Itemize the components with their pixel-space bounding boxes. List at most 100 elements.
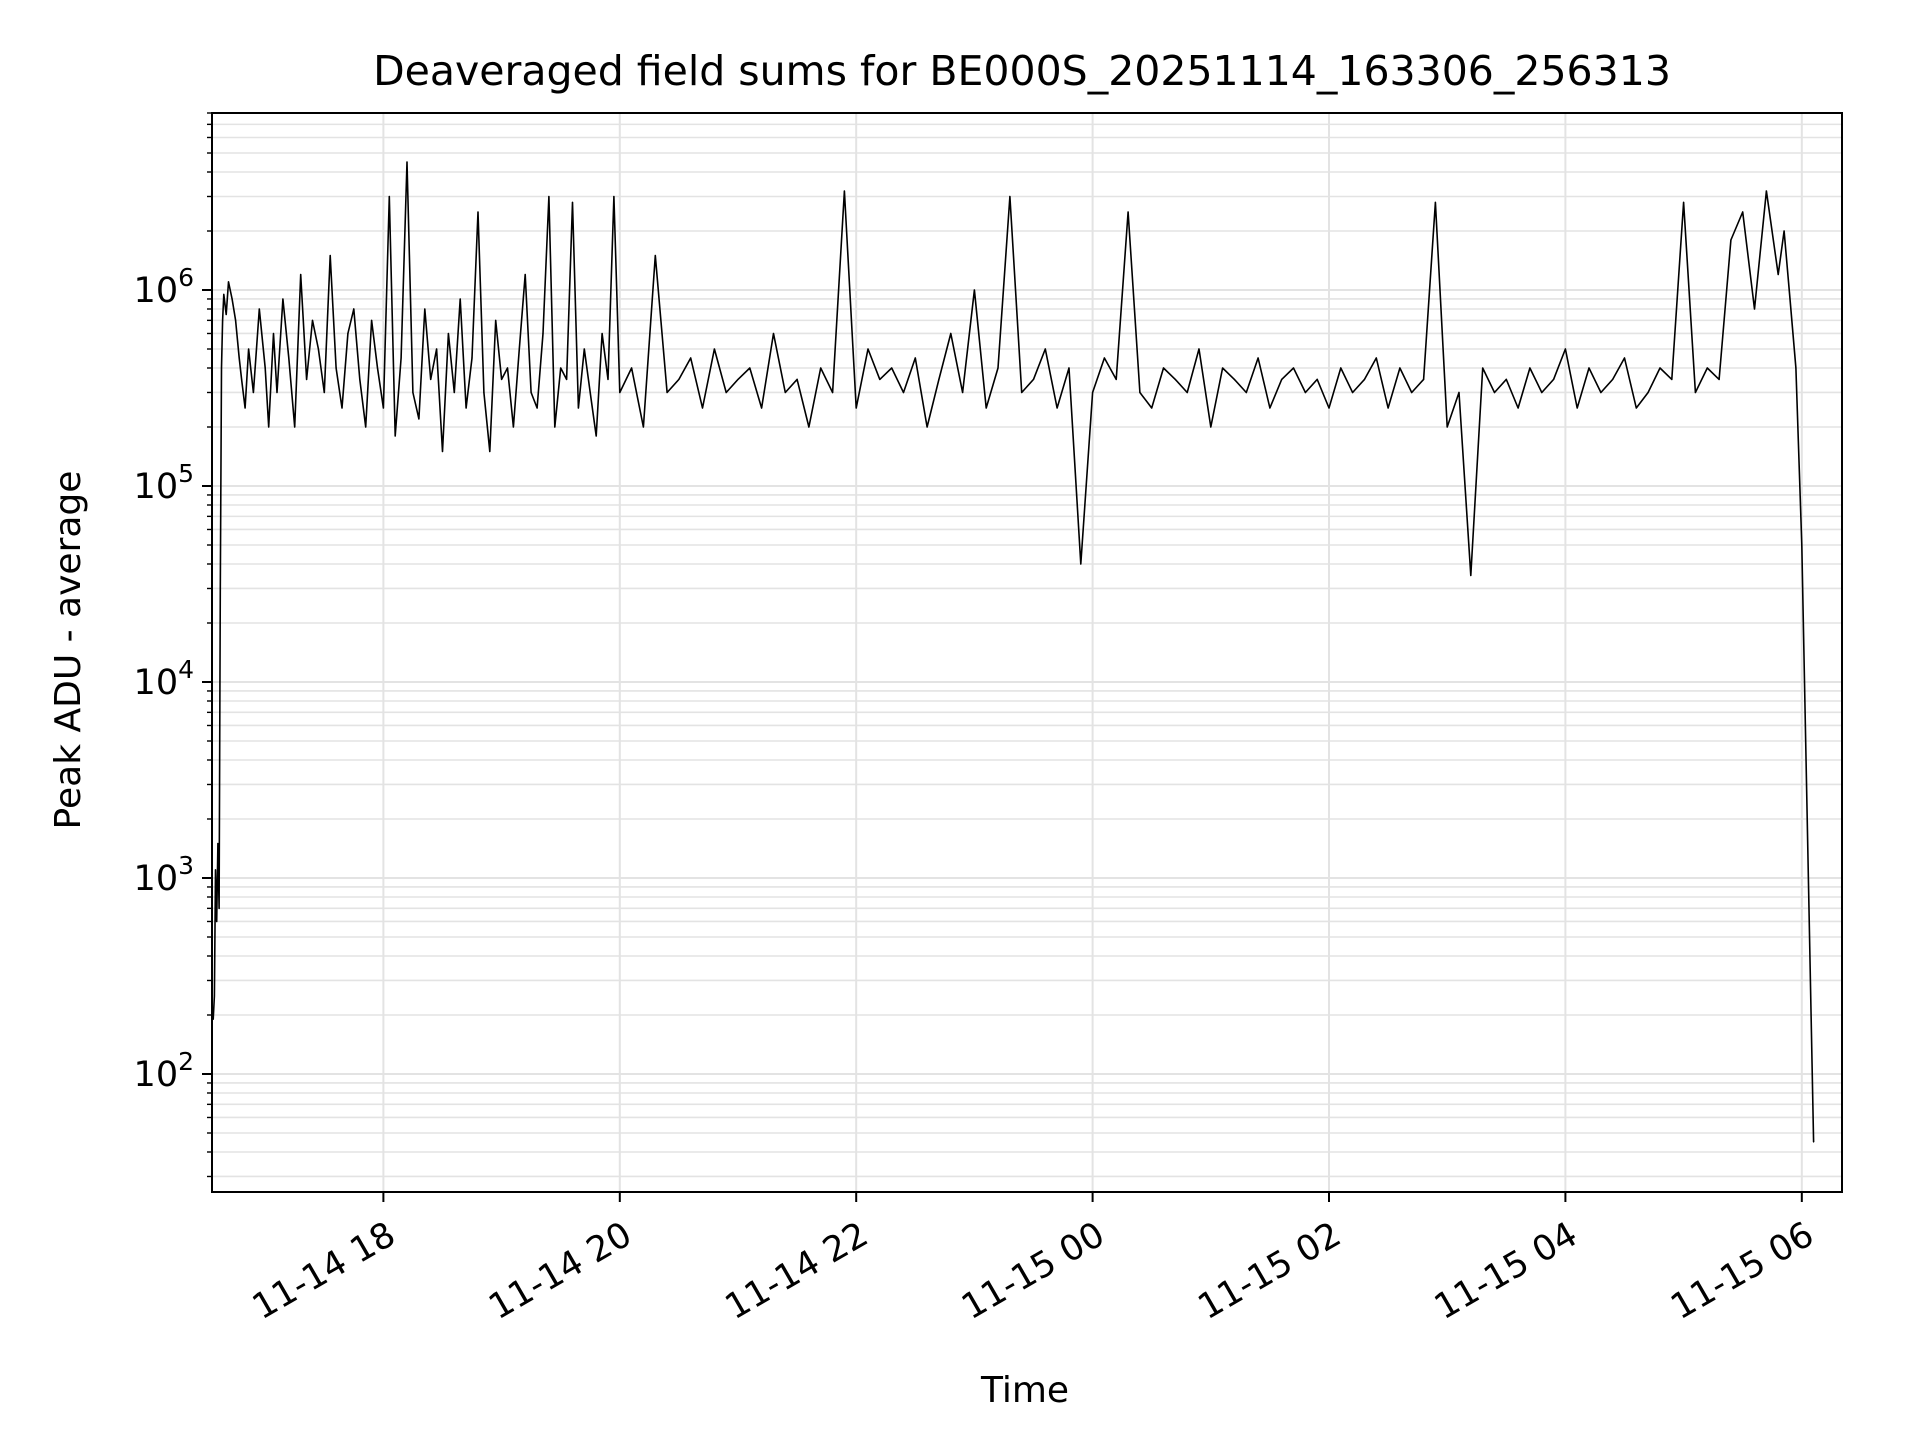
y-tick-base: 10: [134, 1055, 179, 1095]
y-tick-exponent: 2: [178, 1047, 194, 1076]
data-point: [1281, 378, 1283, 380]
data-point: [1600, 391, 1602, 394]
data-point: [418, 418, 420, 420]
data-point: [973, 289, 976, 291]
data-point: [1564, 348, 1566, 350]
data-point: [1127, 211, 1129, 213]
data-point: [216, 920, 218, 923]
data-point: [1375, 357, 1377, 359]
data-point: [560, 367, 562, 369]
data-point: [1340, 367, 1342, 369]
data-point: [1399, 367, 1401, 369]
y-tick-label: 106: [134, 263, 194, 311]
y-tick-base: 10: [134, 467, 179, 507]
data-point: [583, 348, 585, 350]
data-point: [1783, 230, 1785, 232]
y-tick-base: 10: [134, 271, 179, 311]
data-point: [1837, 0, 1838, 1]
plot-frame: [211, 112, 1843, 1193]
data-point: [235, 319, 237, 321]
data-point: [1115, 378, 1117, 380]
data-point: [424, 308, 426, 310]
data-point: [784, 391, 786, 394]
data-point: [329, 254, 331, 257]
y-tick-exponent: 5: [178, 459, 194, 488]
data-point: [222, 319, 224, 321]
data-point: [489, 450, 491, 453]
data-point: [713, 348, 716, 350]
data-point: [501, 378, 503, 380]
data-point: [772, 332, 775, 335]
data-point: [1807, 842, 1809, 845]
data-point: [1694, 391, 1696, 394]
data-point: [619, 391, 621, 394]
data-point: [335, 367, 337, 369]
data-point: [1576, 407, 1578, 409]
data-point: [902, 391, 905, 394]
data-point: [542, 332, 544, 335]
y-tick-exponent: 3: [178, 851, 194, 880]
data-point: [832, 391, 834, 394]
data-point: [1505, 378, 1507, 380]
x-tick-label: 11-14 20: [482, 1215, 638, 1328]
data-point: [471, 357, 473, 359]
y-tick-base: 10: [134, 663, 179, 703]
data-point: [601, 332, 603, 335]
data-point: [536, 407, 538, 409]
data-point: [1813, 1141, 1815, 1143]
data-point: [1174, 378, 1176, 380]
data-point: [642, 426, 645, 428]
data-point: [1056, 407, 1058, 409]
data-point: [1363, 378, 1366, 380]
data-point: [1470, 574, 1472, 577]
chart-title: Deaveraged field sums for BE000S_2025111…: [373, 47, 1671, 95]
data-point: [227, 281, 230, 283]
data-point: [317, 348, 319, 350]
x-tick-label: 11-14 18: [246, 1215, 402, 1328]
data-point: [1706, 367, 1708, 369]
data-point: [241, 378, 243, 380]
data-point: [1623, 357, 1626, 359]
data-point: [365, 426, 367, 428]
data-point: [1352, 391, 1354, 394]
series-line: [212, 161, 1815, 1143]
data-point: [1092, 391, 1094, 394]
data-point: [577, 407, 580, 409]
data-point: [548, 195, 550, 198]
data-point: [950, 332, 952, 335]
data-point: [1612, 378, 1614, 380]
data-point: [1304, 391, 1306, 394]
data-point: [272, 332, 275, 335]
data-point: [926, 426, 928, 428]
data-point: [1588, 367, 1590, 369]
y-tick-label: 102: [134, 1047, 194, 1095]
data-point: [436, 348, 438, 350]
data-point: [1831, 0, 1832, 1]
data-point: [1316, 378, 1318, 380]
grid-lines: [212, 112, 1842, 1192]
data-point: [1139, 391, 1141, 394]
data-point: [371, 319, 373, 321]
data-point: [376, 367, 379, 369]
data-point: [820, 367, 822, 369]
data-point: [1269, 407, 1271, 409]
data-point: [1742, 211, 1744, 213]
data-point: [359, 378, 361, 380]
data-point: [252, 391, 254, 394]
data-point: [1151, 407, 1153, 409]
data-point: [441, 450, 444, 453]
data-point: [1553, 378, 1555, 380]
data-point: [223, 293, 225, 295]
data-point: [1777, 273, 1779, 276]
data-point: [1493, 391, 1496, 394]
data-point: [690, 357, 692, 359]
data-point: [276, 391, 278, 394]
data-point: [412, 391, 414, 394]
data-point: [654, 254, 656, 257]
data-point: [1257, 357, 1259, 359]
data-point: [1529, 367, 1531, 369]
data-point: [311, 319, 314, 321]
data-point: [231, 298, 233, 300]
data-point: [1387, 407, 1389, 409]
